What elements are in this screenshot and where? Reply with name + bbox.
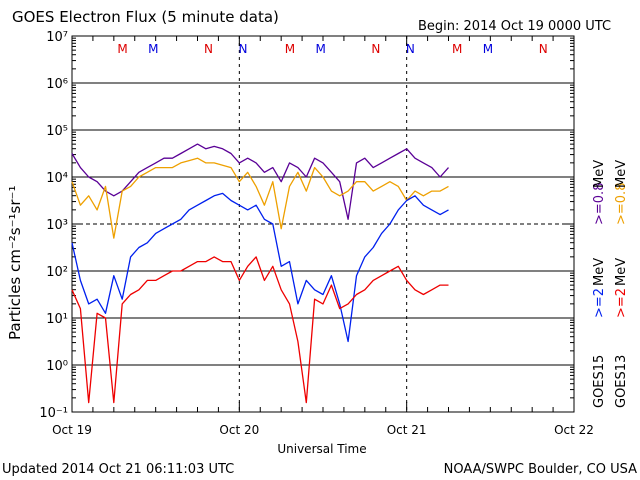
marker-n-3: N [239,42,248,56]
x-axis-label: Universal Time [277,442,366,456]
chart-title: GOES Electron Flux (5 minute data) [12,8,279,26]
marker-m-8: M [452,42,462,56]
legend-g13-2: >=2 [614,288,629,318]
y-tick-label-6: 10⁶ [46,77,68,92]
y-ticks: 10⁻¹ 10⁰ 10¹ 10² 10³ 10⁴ 10⁵ 10⁶ 10⁷ [39,30,574,421]
marker-m-4: M [285,42,295,56]
legend-g15-2: >=2 [592,288,607,318]
y-tick-label-7: 10⁷ [46,30,68,45]
y-tick-label--1: 10⁻¹ [39,406,68,421]
y-tick-label-4: 10⁴ [46,171,68,186]
reference-lines [72,82,574,366]
marker-n-7: N [406,42,415,56]
right-legend: >=0.8 >=0.8 MeV MeV >=2 >=2 MeV MeV GOES… [592,160,629,408]
footer-credit: NOAA/SWPC Boulder, CO USA [444,462,637,477]
legend-g13-08: >=0.8 [614,183,629,225]
legend-bot-unit: MeV [592,258,607,286]
series-line-goes15-0-8-mev [71,143,449,220]
y-tick-label-5: 10⁵ [46,124,68,139]
x-tick-label-2: Oct 21 [387,423,427,437]
legend-sat-goes15: GOES15 [592,355,607,408]
x-tick-label-0: Oct 19 [52,423,92,437]
marker-n-6: N [371,42,380,56]
footer-updated: Updated 2014 Oct 21 06:11:03 UTC [2,462,234,477]
marker-m-9: M [483,42,493,56]
y-tick-label-0: 10⁰ [46,359,68,374]
marker-n-2: N [204,42,213,56]
y-tick-label-3: 10³ [46,218,68,233]
series-line-goes15-2-mev [71,192,449,343]
y-tick-label-2: 10² [46,265,68,280]
marker-m-1: M [148,42,158,56]
begin-label: Begin: 2014 Oct 19 0000 UTC [418,19,611,34]
legend-top-unit: MeV [592,160,607,188]
series-line-goes13-2-mev [71,256,449,404]
y-axis-label: Particles cm⁻²s⁻¹sr⁻¹ [6,186,24,340]
series-lines [71,143,449,404]
x-tick-label-1: Oct 20 [219,423,259,437]
legend-g15-08: >=0.8 [592,183,607,225]
marker-m-5: M [315,42,325,56]
marker-m-0: M [117,42,127,56]
x-ticks: Oct 19 Oct 20 Oct 21 Oct 22 [52,36,594,437]
y-tick-label-1: 10¹ [46,312,68,327]
legend-sat-goes13: GOES13 [614,355,629,408]
plot-frame [71,35,575,413]
series-line-goes13-0-8-mev [71,157,449,239]
legend-top-unit-2: MeV [614,160,629,188]
legend-bot-unit-2: MeV [614,258,629,286]
marker-n-10: N [539,42,548,56]
x-tick-label-3: Oct 22 [554,423,594,437]
